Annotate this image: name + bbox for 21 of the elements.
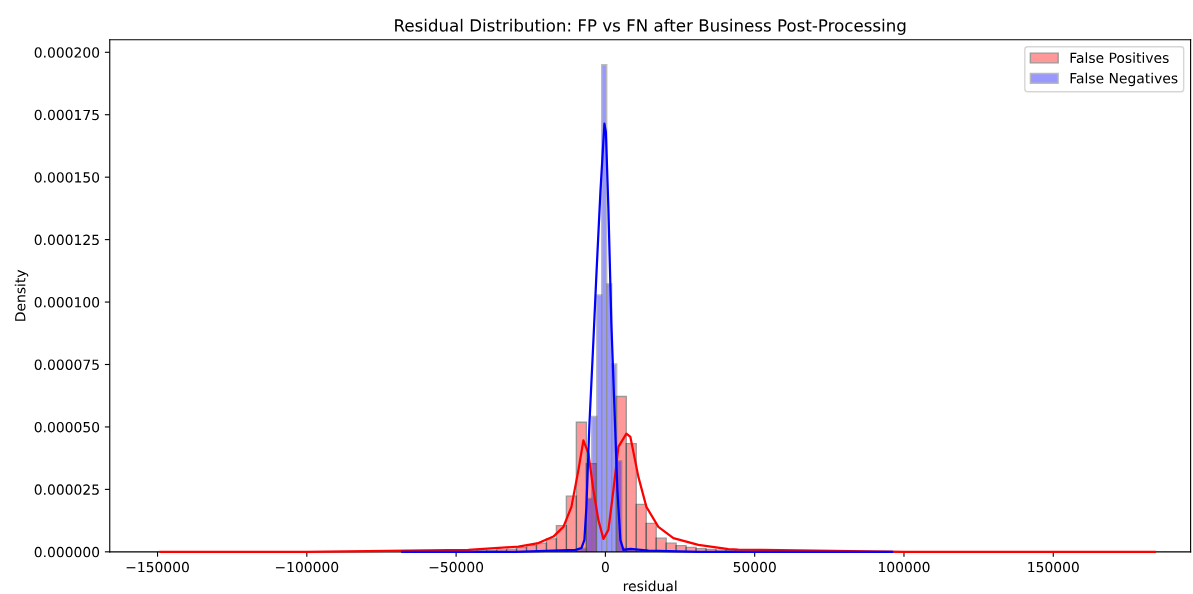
x-tick-label: 100000 <box>878 561 930 573</box>
x-tick-label: 50000 <box>733 561 776 573</box>
x-tick-label: −150000 <box>126 561 189 573</box>
y-tick-label: 0.000100 <box>34 297 100 308</box>
y-tick-label: 0.000075 <box>34 359 99 370</box>
y-tick-label: 0.000050 <box>34 421 100 433</box>
y-tick-label: 0.000200 <box>34 47 100 58</box>
chart-title: Residual Distribution: FP vs FN after Business Post-Processing <box>395 18 906 35</box>
legend-label: False Negatives <box>1070 72 1178 87</box>
y-tick-label: 0.000150 <box>34 172 100 183</box>
x-tick-label: 0 <box>601 561 609 573</box>
y-axis-title: Density <box>14 269 29 321</box>
x-tick-label: −50000 <box>429 561 484 573</box>
x-tick-label: −100000 <box>275 561 339 573</box>
x-tick-label: 150000 <box>1028 561 1079 573</box>
y-tick-label: 0.000125 <box>34 234 99 246</box>
y-tick-label: 0.000000 <box>34 546 100 558</box>
x-axis-title: residual <box>623 580 677 592</box>
y-tick-label: 0.000175 <box>34 109 99 121</box>
y-tick-label: 0.000025 <box>34 484 99 495</box>
legend-label: False Positives <box>1070 52 1169 64</box>
